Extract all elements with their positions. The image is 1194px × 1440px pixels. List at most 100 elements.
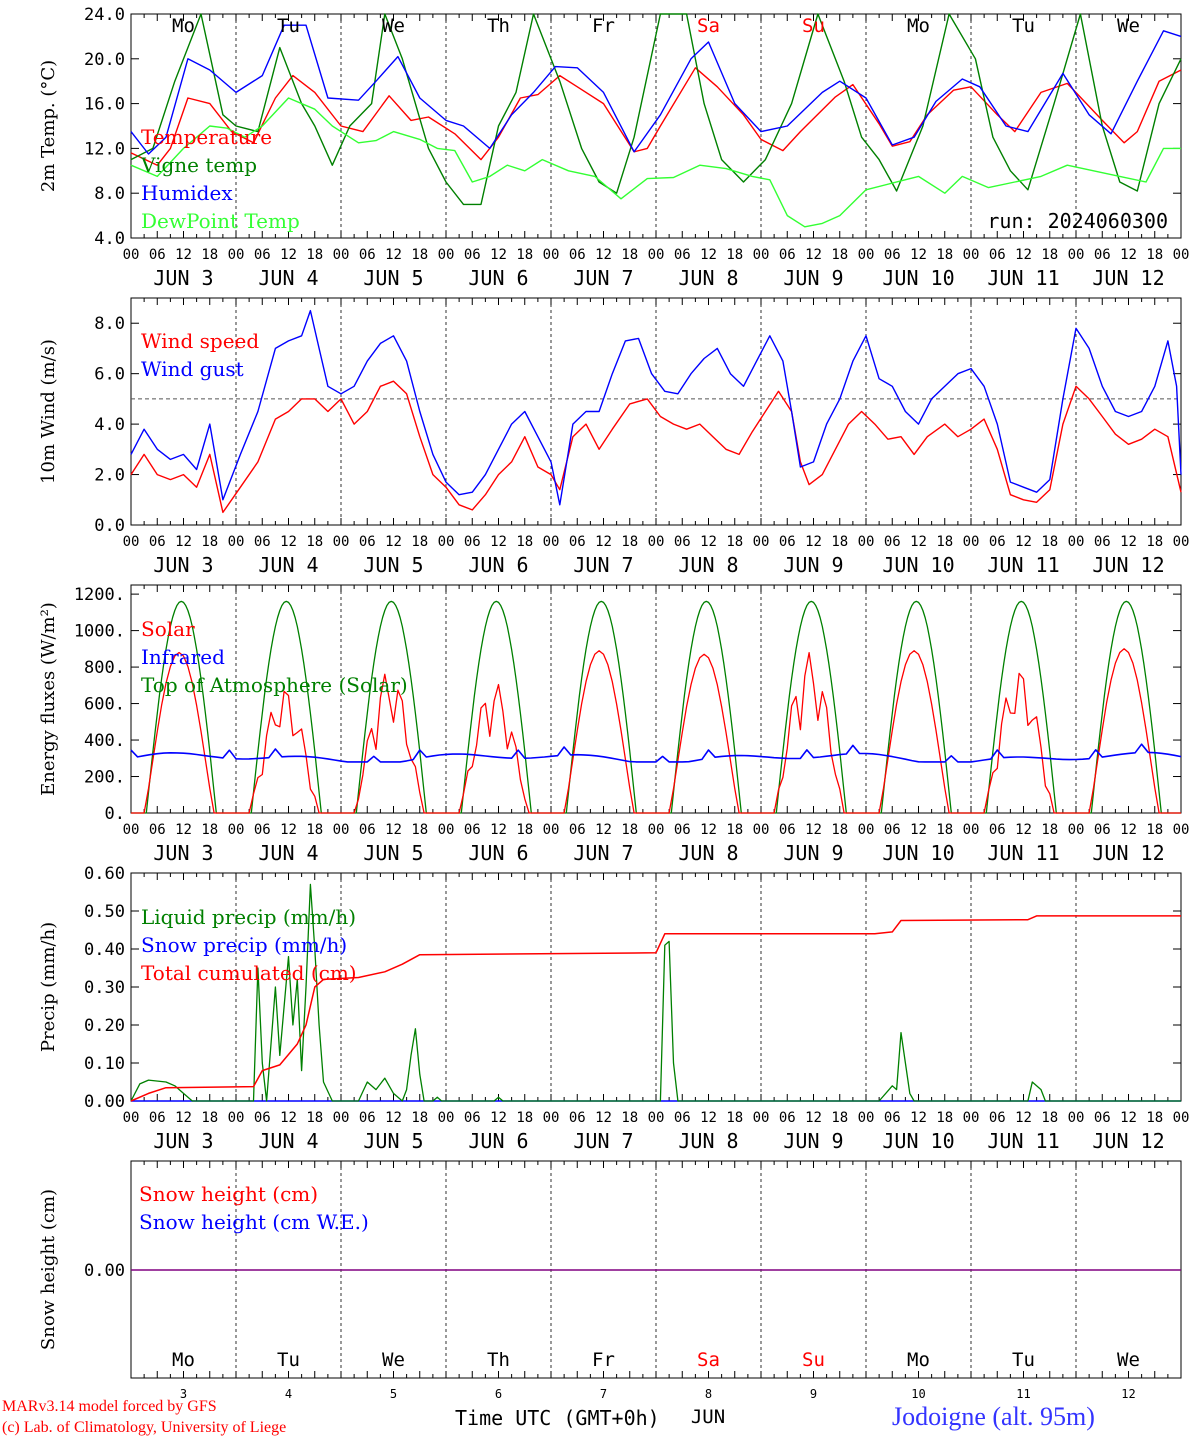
day-tick-label: JUN 5 bbox=[363, 266, 423, 290]
series-line bbox=[130, 743, 1182, 763]
hour-tick-label: 06 bbox=[1094, 822, 1111, 838]
hour-tick-label: 12 bbox=[700, 534, 717, 550]
hour-tick-label: 06 bbox=[254, 247, 271, 263]
hour-tick-label: 12 bbox=[910, 247, 927, 263]
hour-tick-label: 12 bbox=[700, 1110, 717, 1126]
y-tick-label: 6.0 bbox=[94, 365, 125, 385]
weekday-label: Su bbox=[802, 15, 825, 37]
legend-entry: Solar bbox=[141, 617, 195, 641]
hour-tick-label: 18 bbox=[306, 534, 323, 550]
y-tick-label: 200. bbox=[84, 768, 125, 788]
hour-tick-label: 18 bbox=[516, 822, 533, 838]
y-axis-label: 2m Temp. (°C) bbox=[38, 60, 59, 192]
y-tick-label: 0.0 bbox=[94, 516, 125, 536]
y-tick-label: 0.40 bbox=[84, 940, 125, 960]
legend-entry: Snow height (cm W.E.) bbox=[139, 1210, 369, 1234]
hour-tick-label: 18 bbox=[621, 822, 638, 838]
day-tick-label: JUN 11 bbox=[987, 266, 1059, 290]
day-tick-label: JUN 3 bbox=[153, 553, 213, 577]
hour-tick-label: 12 bbox=[1015, 534, 1032, 550]
hour-tick-label: 18 bbox=[306, 247, 323, 263]
hour-tick-label: 00 bbox=[1068, 534, 1085, 550]
day-number-label: 12 bbox=[1121, 1387, 1135, 1401]
day-number-label: 3 bbox=[180, 1387, 187, 1401]
weekday-label: We bbox=[1117, 1349, 1140, 1371]
day-tick-label: JUN 5 bbox=[363, 841, 423, 865]
hour-tick-label: 06 bbox=[989, 534, 1006, 550]
hour-tick-label: 12 bbox=[910, 822, 927, 838]
hour-tick-label: 00 bbox=[858, 1110, 875, 1126]
weekday-label: Tu bbox=[277, 15, 300, 37]
hour-tick-label: 12 bbox=[490, 822, 507, 838]
hour-tick-label: 06 bbox=[674, 1110, 691, 1126]
weekday-label: Sa bbox=[697, 1349, 720, 1371]
series-line bbox=[130, 915, 1181, 1102]
series-line bbox=[130, 13, 1182, 206]
hour-tick-label: 06 bbox=[779, 822, 796, 838]
hour-tick-label: 06 bbox=[674, 822, 691, 838]
weekday-label: Mo bbox=[907, 15, 930, 37]
hour-tick-label: 06 bbox=[674, 534, 691, 550]
y-tick-label: 0. bbox=[105, 804, 125, 824]
hour-tick-label: 18 bbox=[621, 247, 638, 263]
hour-tick-label: 18 bbox=[726, 822, 743, 838]
weekday-label: Tu bbox=[277, 1349, 300, 1371]
weekday-label: Th bbox=[487, 1349, 510, 1371]
hour-tick-label: 12 bbox=[1015, 247, 1032, 263]
hour-tick-label: 00 bbox=[648, 822, 665, 838]
hour-tick-label: 18 bbox=[411, 247, 428, 263]
hour-tick-label: 06 bbox=[674, 247, 691, 263]
hour-tick-label: 18 bbox=[831, 534, 848, 550]
y-tick-label: 0.10 bbox=[84, 1054, 125, 1074]
hour-tick-label: 06 bbox=[149, 1110, 166, 1126]
legend-entry: Wind gust bbox=[141, 357, 244, 381]
y-tick-label: 1200. bbox=[74, 585, 125, 605]
hour-tick-label: 00 bbox=[1173, 534, 1190, 550]
series-line bbox=[130, 24, 1182, 155]
hour-tick-label: 00 bbox=[438, 534, 455, 550]
hour-tick-label: 00 bbox=[963, 534, 980, 550]
hour-tick-label: 12 bbox=[805, 534, 822, 550]
legend-entry: Snow precip (mm/h) bbox=[141, 933, 347, 957]
day-tick-label: JUN 6 bbox=[468, 1129, 528, 1153]
legend-entry: Wind speed bbox=[141, 329, 259, 353]
day-tick-label: JUN 3 bbox=[153, 1129, 213, 1153]
hour-tick-label: 00 bbox=[1173, 1110, 1190, 1126]
series-line bbox=[130, 309, 1182, 506]
y-axis-label: Precip (mm/h) bbox=[38, 922, 59, 1052]
hour-tick-label: 18 bbox=[516, 534, 533, 550]
hour-tick-label: 18 bbox=[831, 247, 848, 263]
hour-tick-label: 00 bbox=[753, 1110, 770, 1126]
hour-tick-label: 00 bbox=[228, 822, 245, 838]
day-tick-label: JUN 12 bbox=[1092, 841, 1164, 865]
weekday-label: Fr bbox=[592, 15, 615, 37]
day-tick-label: JUN 11 bbox=[987, 841, 1059, 865]
legend-entry: Temperature bbox=[141, 125, 272, 149]
day-tick-label: JUN 3 bbox=[153, 266, 213, 290]
hour-tick-label: 00 bbox=[1068, 1110, 1085, 1126]
day-tick-label: JUN 9 bbox=[783, 266, 843, 290]
hour-tick-label: 06 bbox=[884, 247, 901, 263]
series-line bbox=[130, 883, 1181, 1102]
hour-tick-label: 18 bbox=[726, 534, 743, 550]
hour-tick-label: 00 bbox=[543, 534, 560, 550]
y-tick-label: 1000. bbox=[74, 622, 125, 642]
hour-tick-label: 06 bbox=[884, 822, 901, 838]
hour-tick-label: 12 bbox=[1015, 822, 1032, 838]
legend-entry: DewPoint Temp bbox=[141, 209, 300, 233]
hour-tick-label: 18 bbox=[1146, 822, 1163, 838]
series-line bbox=[130, 67, 1182, 166]
y-tick-label: 0.50 bbox=[84, 902, 125, 922]
hour-tick-label: 12 bbox=[490, 1110, 507, 1126]
hour-tick-label: 12 bbox=[490, 247, 507, 263]
hour-tick-label: 18 bbox=[1041, 534, 1058, 550]
hour-tick-label: 06 bbox=[779, 247, 796, 263]
hour-tick-label: 06 bbox=[464, 1110, 481, 1126]
weekday-label: We bbox=[382, 1349, 405, 1371]
hour-tick-label: 06 bbox=[569, 1110, 586, 1126]
day-tick-label: JUN 7 bbox=[573, 266, 633, 290]
hour-tick-label: 00 bbox=[333, 534, 350, 550]
weekday-label: Mo bbox=[172, 1349, 195, 1371]
hour-tick-label: 18 bbox=[1041, 247, 1058, 263]
hour-tick-label: 18 bbox=[936, 822, 953, 838]
